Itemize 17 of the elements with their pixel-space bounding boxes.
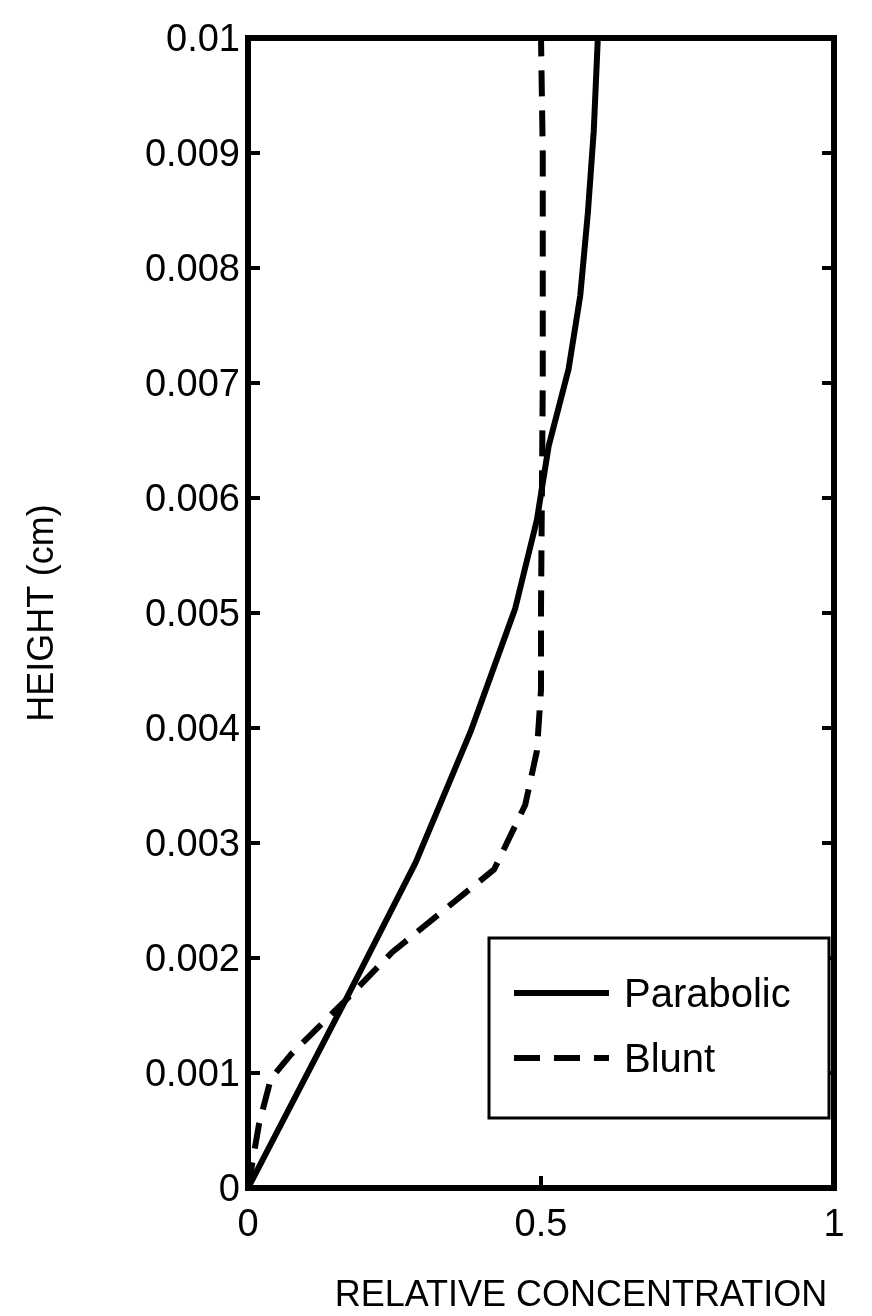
y-tick-label: 0.008 (144, 247, 240, 290)
y-tick-label: 0.002 (144, 937, 240, 980)
y-tick-label: 0.005 (144, 592, 240, 635)
y-tick-label: 0.007 (144, 362, 240, 405)
y-tick-label: 0.009 (144, 132, 240, 175)
y-tick-label: 0.001 (144, 1052, 240, 1095)
x-tick-label: 0.5 (514, 1202, 568, 1244)
y-tick-label: 0 (218, 1167, 240, 1210)
y-tick-label: 0.004 (144, 707, 240, 750)
legend-label: Blunt (624, 1036, 716, 1080)
y-tick-label: 0.003 (144, 822, 240, 865)
y-axis-title: HEIGHT (cm) (20, 504, 61, 722)
x-axis-title: RELATIVE CONCENTRATION (334, 1273, 828, 1314)
x-tick-label: 1 (823, 1202, 845, 1244)
y-tick-label: 0.006 (144, 477, 240, 520)
legend-label: Parabolic (624, 971, 791, 1015)
y-tick-label: 0.01 (166, 17, 240, 60)
